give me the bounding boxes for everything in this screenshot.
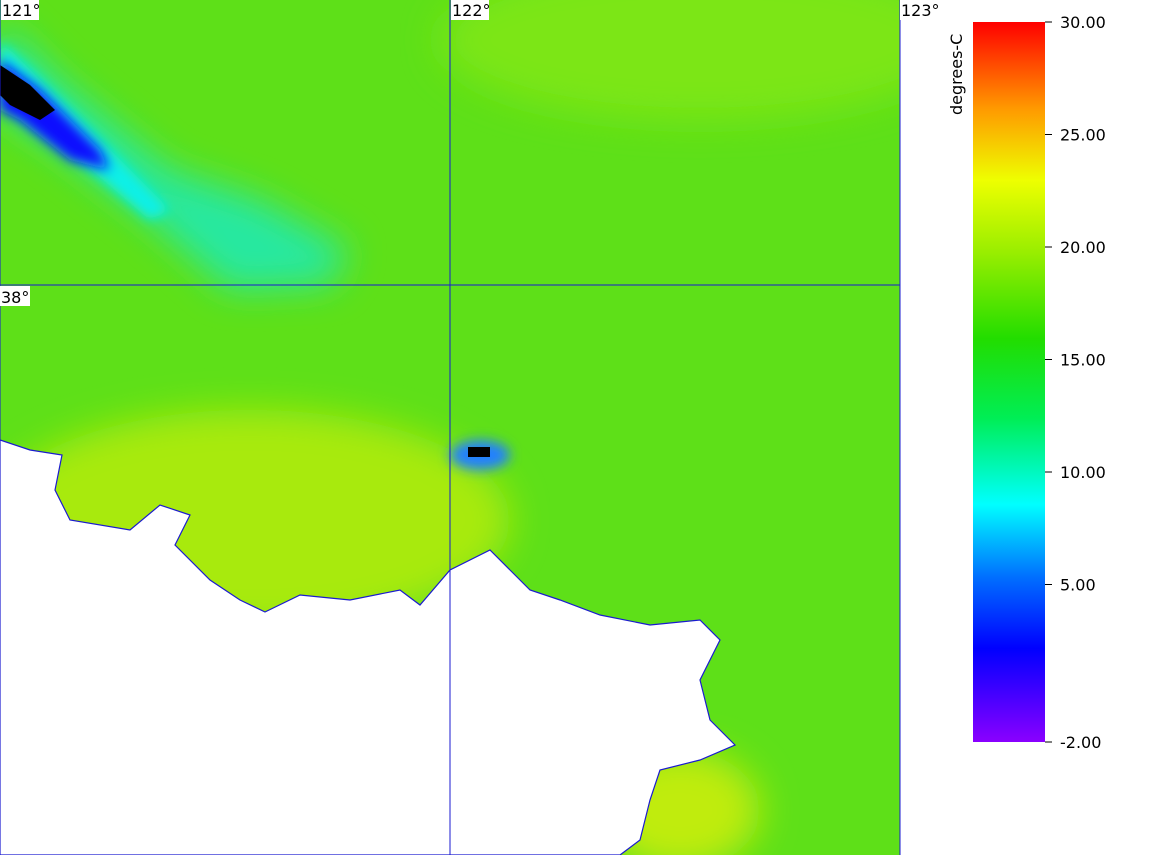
colorbar-label: degrees-C [947,34,966,115]
colorbar-tick-label: 5.00 [1060,576,1096,595]
label-bg [451,0,489,20]
colorbar-tick-label: 20.00 [1060,238,1106,257]
label-bg [1,0,39,20]
label-bg [0,286,30,306]
lon-label: 122° [452,1,491,20]
label-bg [900,0,938,20]
lat-label: 38° [1,288,29,307]
lon-label: 123° [901,1,940,20]
colorbar [973,22,1045,742]
colorbar-tick-label: -2.00 [1060,733,1101,752]
colorbar-tick-label: 25.00 [1060,126,1106,145]
colorbar-tick-label: 15.00 [1060,351,1106,370]
land [0,439,737,856]
colorbar-tick-label: 10.00 [1060,463,1106,482]
colorbar-tick-label: 30.00 [1060,13,1106,32]
lon-label: 121° [2,1,41,20]
